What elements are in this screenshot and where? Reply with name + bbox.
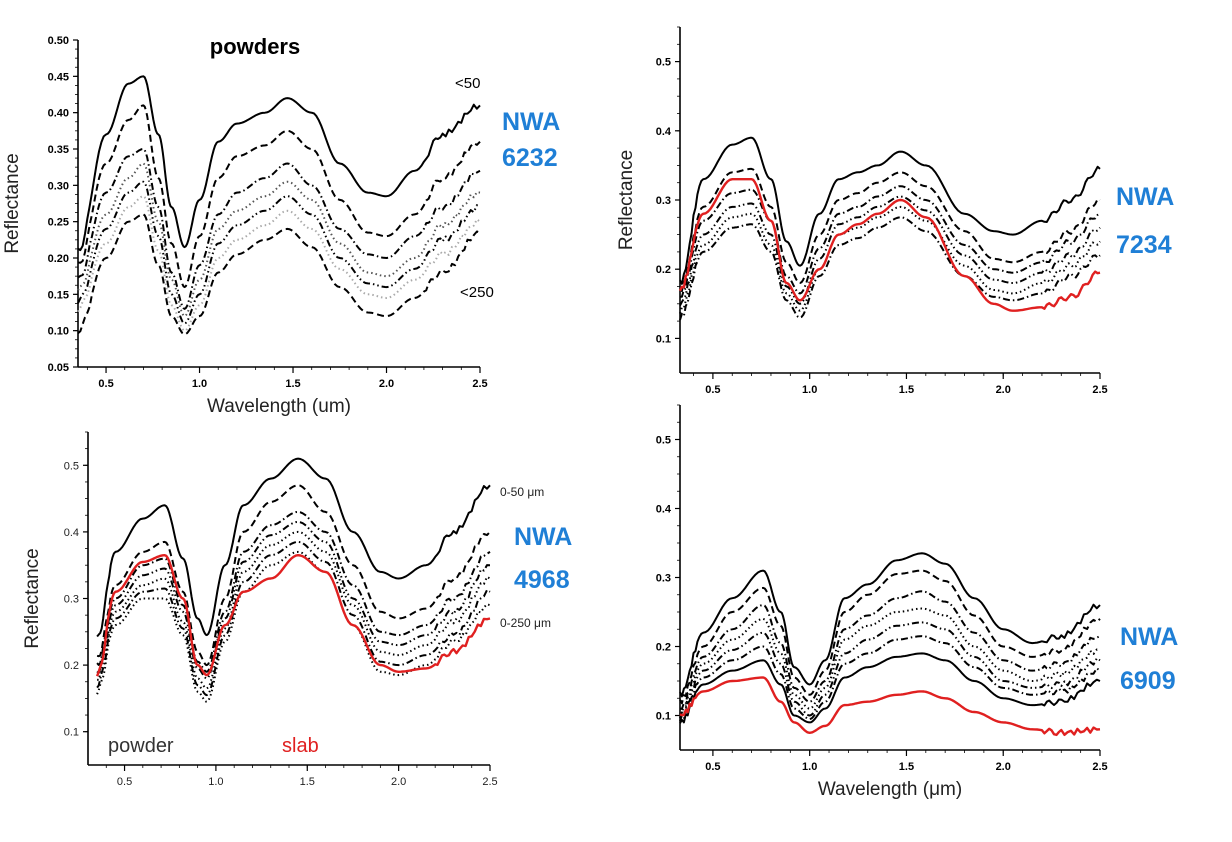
y-tick-label: 0.3 bbox=[656, 573, 671, 585]
y-tick-label: 0.20 bbox=[48, 253, 69, 265]
series-line-0 bbox=[679, 136, 1101, 285]
series-line-7 bbox=[95, 554, 491, 677]
series-line-1 bbox=[77, 104, 481, 289]
series-line-7 bbox=[679, 676, 1101, 737]
series-line-5 bbox=[679, 635, 1101, 722]
sample-label-line2: 6909 bbox=[1120, 667, 1176, 695]
series-line-0 bbox=[77, 75, 481, 252]
y-tick-label: 0.3 bbox=[656, 195, 671, 207]
y-tick-label: 0.2 bbox=[656, 642, 671, 654]
x-tick-label: 1.0 bbox=[802, 761, 817, 773]
x-tick-label: 1.0 bbox=[208, 776, 223, 788]
panel-nwa-7234: 0.1 0.2 0.3 0.4 0.5 0.5 1.0 1.5 2.0 2.5 Reflectanc… bbox=[616, 26, 1174, 396]
series-line-5 bbox=[77, 195, 481, 332]
y-axis-title: Reflectance bbox=[2, 153, 23, 253]
sample-label-line1: NWA bbox=[1120, 623, 1178, 651]
x-tick-label: 2.0 bbox=[996, 384, 1011, 396]
series-line-3 bbox=[679, 195, 1101, 307]
series-line-4 bbox=[77, 180, 481, 325]
y-tick-label: 0.2 bbox=[64, 660, 79, 672]
x-tick-label: 2.0 bbox=[379, 378, 394, 390]
y-tick-label: 0.15 bbox=[48, 289, 69, 301]
y-tick-label: 0.40 bbox=[48, 108, 69, 120]
y-tick-label: 0.4 bbox=[656, 504, 672, 516]
series-line-2 bbox=[680, 185, 1101, 298]
x-tick-label: 1.0 bbox=[192, 378, 207, 390]
y-tick-label: 0.45 bbox=[48, 71, 69, 83]
x-tick-label: 2.5 bbox=[1092, 384, 1107, 396]
series-line-6 bbox=[679, 652, 1101, 724]
chart-title: powders bbox=[210, 34, 300, 59]
y-tick-label: 0.30 bbox=[48, 180, 69, 192]
annotation-grain-large: 0-250 μm bbox=[500, 616, 551, 630]
x-tick-label: 1.5 bbox=[300, 776, 315, 788]
series-line-3 bbox=[679, 607, 1101, 715]
x-tick-label: 2.5 bbox=[482, 776, 497, 788]
y-axis-title: Reflectance bbox=[22, 548, 43, 648]
series-line-1 bbox=[679, 167, 1101, 293]
x-tick-label: 1.5 bbox=[899, 384, 914, 396]
panel-nwa-6909: 0.1 0.2 0.3 0.4 0.5 0.5 1.0 1.5 2.0 2.5 Wavelength… bbox=[656, 404, 1178, 800]
sample-label-line2: 4968 bbox=[514, 566, 570, 594]
legend-powder: powder bbox=[108, 735, 174, 757]
x-axis-title: Wavelength (um) bbox=[207, 396, 351, 417]
y-tick-label: 0.3 bbox=[64, 594, 79, 606]
series-line-6 bbox=[77, 213, 481, 336]
x-tick-label: 2.0 bbox=[996, 761, 1011, 773]
sample-label-line1: NWA bbox=[502, 108, 560, 136]
series-line-1 bbox=[96, 484, 491, 667]
series-line-0 bbox=[96, 457, 491, 638]
sample-label-line2: 6232 bbox=[502, 144, 558, 172]
series-line-3 bbox=[77, 162, 481, 318]
y-tick-label: 0.50 bbox=[48, 35, 69, 47]
y-axis-title: Reflectance bbox=[616, 150, 637, 250]
panel-nwa-6232: 0.050.100.150.200.250.300.350.400.450.50… bbox=[2, 34, 560, 417]
series-line-0 bbox=[679, 552, 1101, 698]
series-line-3 bbox=[96, 520, 491, 680]
x-tick-label: 0.5 bbox=[705, 761, 720, 773]
x-tick-label: 2.0 bbox=[391, 776, 406, 788]
x-tick-label: 0.5 bbox=[98, 378, 113, 390]
x-axis-title: Wavelength (μm) bbox=[818, 779, 962, 800]
y-tick-label: 0.5 bbox=[656, 435, 671, 447]
series-line-4 bbox=[679, 621, 1101, 719]
annotation-grain-small: 0-50 μm bbox=[500, 485, 544, 499]
series-line-5 bbox=[679, 216, 1101, 321]
y-tick-label: 0.35 bbox=[48, 144, 69, 156]
sample-label-line1: NWA bbox=[1116, 183, 1174, 211]
y-tick-label: 0.2 bbox=[656, 264, 671, 276]
series-line-2 bbox=[96, 510, 491, 673]
x-tick-label: 1.5 bbox=[285, 378, 300, 390]
y-tick-label: 0.5 bbox=[656, 57, 671, 69]
sample-label-line1: NWA bbox=[514, 523, 572, 551]
legend-slab: slab bbox=[282, 735, 319, 757]
annotation-grain-small: <50 bbox=[455, 75, 480, 92]
series-line-4 bbox=[97, 530, 491, 690]
y-tick-label: 0.4 bbox=[64, 527, 79, 539]
y-tick-label: 0.1 bbox=[64, 727, 79, 739]
x-tick-label: 0.5 bbox=[705, 384, 720, 396]
y-tick-label: 0.5 bbox=[64, 460, 79, 472]
y-tick-label: 0.25 bbox=[48, 217, 69, 229]
y-tick-label: 0.05 bbox=[48, 362, 69, 374]
series-line-1 bbox=[679, 569, 1101, 705]
annotation-grain-large: <250 bbox=[460, 284, 494, 301]
sample-label-line2: 7234 bbox=[1116, 231, 1172, 259]
x-tick-label: 1.0 bbox=[802, 384, 817, 396]
x-tick-label: 2.5 bbox=[472, 378, 487, 390]
y-tick-label: 0.1 bbox=[656, 711, 671, 723]
series-line-6 bbox=[96, 550, 491, 703]
y-tick-label: 0.10 bbox=[48, 326, 69, 338]
series-line-6 bbox=[678, 178, 1101, 312]
series-line-5 bbox=[96, 540, 491, 697]
x-tick-label: 1.5 bbox=[899, 761, 914, 773]
series-line-2 bbox=[679, 590, 1101, 710]
y-tick-label: 0.4 bbox=[656, 126, 672, 138]
x-tick-label: 2.5 bbox=[1092, 761, 1107, 773]
x-tick-label: 0.5 bbox=[117, 776, 132, 788]
series-line-2 bbox=[77, 148, 481, 310]
y-tick-label: 0.1 bbox=[656, 333, 671, 345]
panel-nwa-4968: 0.1 0.2 0.3 0.4 0.5 0.5 1.0 1.5 2.0 2.5 Reflectanc… bbox=[22, 431, 572, 788]
